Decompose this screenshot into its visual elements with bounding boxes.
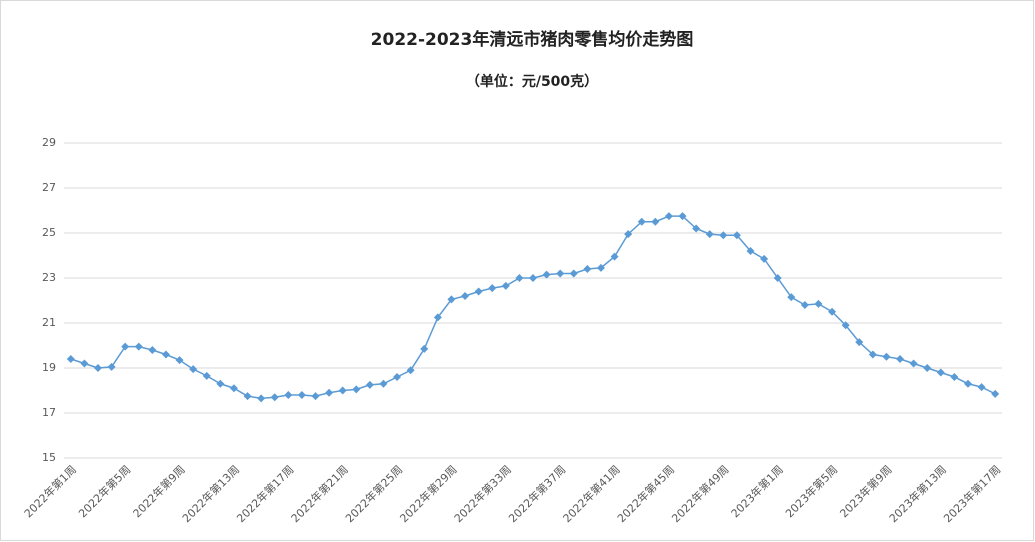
- marker: [107, 362, 116, 371]
- marker: [461, 292, 470, 300]
- marker: [556, 269, 565, 278]
- marker: [596, 263, 605, 272]
- marker: [297, 391, 306, 399]
- marker: [705, 230, 714, 239]
- marker: [515, 274, 524, 282]
- marker: [732, 231, 741, 240]
- marker: [325, 388, 334, 397]
- marker: [773, 274, 782, 282]
- marker: [828, 307, 837, 316]
- marker: [284, 391, 293, 399]
- marker: [66, 355, 75, 363]
- marker: [175, 356, 184, 365]
- marker: [393, 373, 402, 381]
- marker: [189, 365, 198, 374]
- marker: [311, 392, 320, 401]
- chart-subtitle: （单位：元/500克）: [466, 73, 598, 90]
- marker: [637, 217, 646, 226]
- marker: [923, 364, 932, 372]
- marker: [420, 344, 429, 353]
- y-tick-label: 17: [42, 406, 56, 419]
- marker: [229, 384, 238, 393]
- marker: [977, 383, 986, 392]
- y-tick-label: 29: [42, 136, 56, 149]
- marker: [896, 355, 905, 363]
- marker: [488, 284, 497, 293]
- marker: [855, 338, 864, 347]
- y-tick-label: 21: [42, 316, 56, 329]
- marker: [760, 254, 769, 263]
- y-tick-label: 27: [42, 181, 56, 194]
- y-tick-label: 23: [42, 271, 56, 284]
- marker: [338, 386, 347, 395]
- marker: [583, 265, 592, 273]
- marker: [121, 342, 130, 351]
- marker: [365, 380, 374, 389]
- marker: [950, 373, 959, 381]
- marker: [787, 293, 796, 302]
- marker: [134, 342, 143, 351]
- marker: [664, 212, 673, 221]
- marker: [474, 287, 483, 296]
- marker: [379, 379, 388, 388]
- y-tick-label: 25: [42, 226, 56, 239]
- marker: [202, 371, 211, 380]
- marker: [610, 252, 619, 261]
- marker: [161, 350, 170, 359]
- marker: [243, 392, 252, 401]
- marker: [800, 301, 809, 309]
- marker: [964, 379, 973, 388]
- marker: [216, 379, 225, 388]
- marker: [882, 352, 891, 361]
- marker: [678, 212, 687, 221]
- marker: [719, 231, 728, 240]
- marker: [569, 269, 578, 278]
- marker: [746, 247, 755, 255]
- marker: [352, 385, 361, 394]
- y-tick-label: 15: [42, 451, 56, 464]
- marker: [270, 393, 279, 402]
- chart-title: 2022-2023年清远市猪肉零售均价走势图: [371, 29, 694, 50]
- marker: [692, 224, 701, 233]
- marker: [542, 270, 551, 279]
- marker: [501, 281, 510, 290]
- marker: [447, 295, 456, 304]
- marker: [909, 359, 918, 368]
- marker: [529, 274, 537, 282]
- marker: [651, 217, 660, 226]
- y-tick-label: 19: [42, 361, 56, 374]
- marker: [257, 394, 266, 403]
- marker: [991, 389, 1000, 398]
- marker: [80, 359, 89, 368]
- marker: [814, 299, 823, 308]
- marker: [406, 366, 415, 375]
- marker: [841, 321, 850, 330]
- marker: [433, 313, 442, 322]
- marker: [93, 364, 102, 372]
- marker: [148, 346, 157, 354]
- marker: [868, 350, 877, 359]
- marker: [936, 368, 945, 377]
- marker: [624, 230, 633, 239]
